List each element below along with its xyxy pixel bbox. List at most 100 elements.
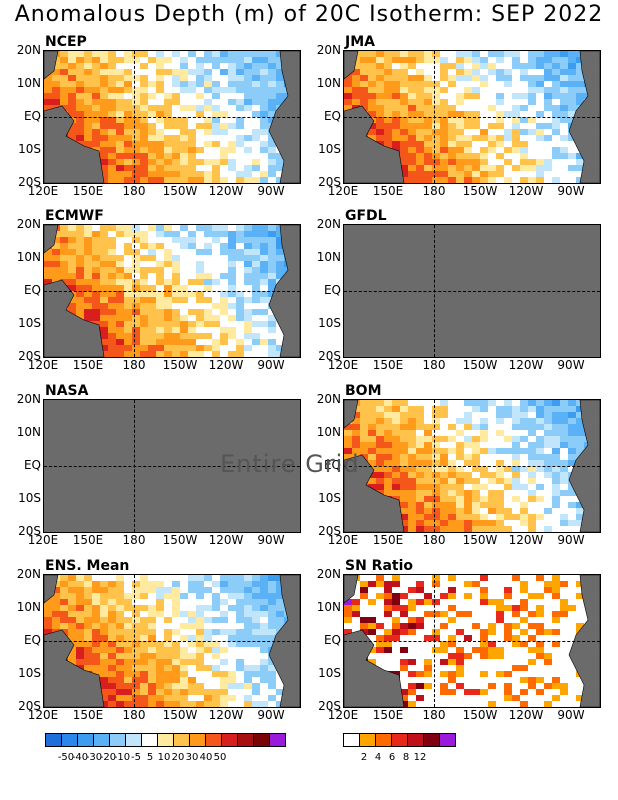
colorbar-swatch — [189, 733, 206, 747]
x-tick-label: 90W — [257, 358, 285, 372]
colorbar-label: 50 — [213, 752, 227, 763]
colorbar-swatch — [157, 733, 174, 747]
panel-label: GFDL — [345, 208, 387, 224]
map-area — [43, 50, 301, 184]
y-tick-label: 20N — [16, 392, 41, 406]
colorbar-label: 10 — [157, 752, 171, 763]
panel-label: NASA — [45, 383, 89, 399]
colorbar-swatch — [269, 733, 286, 747]
colorbar-label: 40 — [199, 752, 213, 763]
colorbar-swatch — [77, 733, 94, 747]
y-tick-label: EQ — [23, 633, 41, 647]
entire-grid-note: Entire Grid — [220, 450, 360, 478]
x-tick-label: 150W — [462, 533, 498, 547]
y-tick-label: 10S — [18, 666, 41, 680]
colorbar-swatch — [61, 733, 78, 747]
x-tick-label: 120W — [208, 184, 244, 198]
panel-label: BOM — [345, 383, 382, 399]
colorbar-label: -20 — [99, 752, 117, 763]
x-tick-label: 120W — [208, 533, 244, 547]
x-tick-label: 120E — [327, 533, 359, 547]
field-image — [44, 51, 300, 183]
colorbar-swatch — [125, 733, 142, 747]
y-tick-label: 10S — [318, 142, 341, 156]
x-tick-label: 90W — [257, 708, 285, 722]
x-tick-label: 120W — [508, 184, 544, 198]
y-tick-label: 20S — [18, 524, 41, 538]
y-tick-label: 10N — [316, 250, 341, 264]
equator-gridline — [44, 291, 300, 292]
panel-label: SN Ratio — [345, 558, 414, 574]
equator-gridline — [344, 117, 600, 118]
equator-gridline — [344, 641, 600, 642]
y-tick-label: 20S — [18, 175, 41, 189]
x-tick-label: 150W — [162, 533, 198, 547]
y-tick-label: 10N — [316, 76, 341, 90]
x-tick-label: 120E — [27, 708, 59, 722]
x-tick-label: 120W — [508, 708, 544, 722]
map-area — [343, 574, 601, 708]
y-tick-label: 20N — [16, 217, 41, 231]
y-tick-label: EQ — [23, 109, 41, 123]
panel-jma: JMA 20N 10N EQ 10S 20S 120E 150E 180 150W 120W 90W — [317, 34, 618, 218]
x-tick-label: 150W — [462, 358, 498, 372]
colorbar-swatch — [375, 733, 392, 747]
y-tick-label: 20S — [18, 699, 41, 713]
x-tick-label: 120E — [27, 184, 59, 198]
x-tick-label: 120W — [508, 358, 544, 372]
map-area — [343, 50, 601, 184]
x-tick-label: 150W — [162, 358, 198, 372]
colorbar-swatch — [253, 733, 270, 747]
colorbar-swatch — [359, 733, 376, 747]
colorbar-label: 6 — [388, 752, 396, 763]
x-tick-label: 150E — [72, 184, 104, 198]
x-tick-label: 120E — [327, 708, 359, 722]
x-tick-label: 150W — [462, 708, 498, 722]
y-tick-label: 10S — [318, 316, 341, 330]
colorbar-label: 8 — [402, 752, 410, 763]
y-tick-label: EQ — [323, 109, 341, 123]
x-tick-label: 180 — [422, 708, 446, 722]
field-image — [44, 575, 300, 707]
equator-gridline — [344, 466, 600, 467]
y-tick-label: 20N — [316, 43, 341, 57]
x-tick-label: 90W — [557, 184, 585, 198]
y-tick-label: 10N — [16, 250, 41, 264]
y-tick-label: EQ — [23, 283, 41, 297]
colorbar-swatch — [141, 733, 158, 747]
panel-label: ENS. Mean — [45, 558, 130, 574]
colorbar-label: 2 — [360, 752, 368, 763]
y-tick-label: 20N — [316, 567, 341, 581]
x-tick-label: 120E — [327, 184, 359, 198]
x-tick-label: 120W — [208, 708, 244, 722]
x-tick-label: 180 — [422, 184, 446, 198]
x-tick-label: 180 — [122, 358, 146, 372]
y-tick-label: 20S — [18, 349, 41, 363]
x-tick-label: 150W — [462, 184, 498, 198]
y-tick-label: 20S — [318, 699, 341, 713]
equator-gridline — [44, 641, 300, 642]
colorbar-swatch — [109, 733, 126, 747]
equator-gridline — [344, 291, 600, 292]
map-area — [343, 399, 601, 533]
colorbar-label: -40 — [71, 752, 89, 763]
sn-ratio-colorbar — [343, 733, 456, 747]
field-image — [344, 400, 600, 532]
y-tick-label: 20N — [16, 43, 41, 57]
colorbar-swatch — [391, 733, 408, 747]
field-image — [44, 225, 300, 357]
panel-sn-ratio: SN Ratio 20N 10N EQ 10S 20S 120E 150E 180 150W 120… — [317, 558, 618, 742]
anomaly-colorbar — [45, 733, 286, 747]
map-area — [43, 224, 301, 358]
y-tick-label: EQ — [323, 633, 341, 647]
panel-label: JMA — [345, 34, 375, 50]
colorbar-label: -10 — [113, 752, 131, 763]
colorbar-swatch — [343, 733, 360, 747]
y-tick-label: 20S — [318, 349, 341, 363]
colorbar-swatch — [423, 733, 440, 747]
colorbar-swatch — [93, 733, 110, 747]
y-tick-label: EQ — [23, 458, 41, 472]
x-tick-label: 150W — [162, 708, 198, 722]
x-tick-label: 150E — [372, 708, 404, 722]
panel-label: ECMWF — [45, 208, 104, 224]
